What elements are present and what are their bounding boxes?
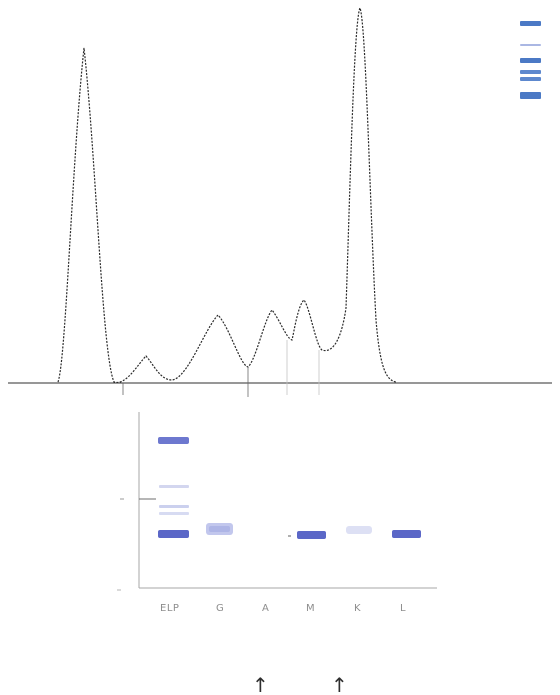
m-band <box>297 531 326 539</box>
g-band-core <box>209 526 230 532</box>
lane-label-g: G <box>216 603 224 614</box>
densitometry-curve <box>57 6 397 383</box>
l-band <box>392 530 421 538</box>
elp-middle-band-3 <box>159 512 189 515</box>
densitometry-trace-panel <box>8 6 552 397</box>
arrow-right: ↑ <box>331 673 348 695</box>
k-band <box>346 526 372 534</box>
electrophoresis-strip-legend <box>520 21 541 99</box>
immunofixation-panel: ELP G A M K L <box>117 412 437 614</box>
lane-label-elp: ELP <box>160 603 179 614</box>
legend-band-6 <box>520 92 541 99</box>
lane-label-l: L <box>400 603 406 614</box>
arrow-annotations: ↑ ↑ <box>252 673 348 695</box>
arrow-left: ↑ <box>252 673 269 695</box>
elp-upper-band <box>158 437 189 444</box>
legend-band-2 <box>520 44 541 46</box>
legend-band-1 <box>520 21 541 26</box>
legend-band-3 <box>520 58 541 63</box>
legend-band-5 <box>520 77 541 81</box>
lane-label-k: K <box>354 603 361 614</box>
elp-lower-band <box>158 530 189 538</box>
elp-middle-band-2 <box>159 505 189 508</box>
legend-band-4 <box>520 70 541 74</box>
lane-label-m: M <box>306 603 315 614</box>
elp-middle-band-1 <box>159 485 189 488</box>
lane-label-a: A <box>262 603 269 614</box>
